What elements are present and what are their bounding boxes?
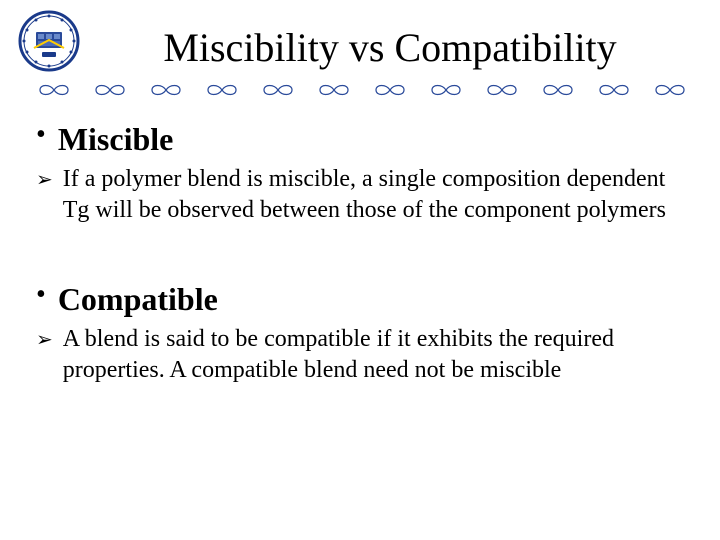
sub-point-text: A blend is said to be compatible if it e… bbox=[63, 324, 690, 385]
sub-point-text: If a polymer blend is miscible, a single… bbox=[63, 164, 690, 225]
bullet-marker: • bbox=[36, 281, 46, 309]
section-heading: Miscible bbox=[58, 121, 174, 158]
sub-point-row: ➢ If a polymer blend is miscible, a sing… bbox=[36, 164, 690, 225]
slide-title: Miscibility vs Compatibility bbox=[90, 24, 690, 71]
chevron-icon: ➢ bbox=[36, 327, 53, 352]
section-heading-row: • Miscible bbox=[30, 121, 690, 158]
sub-point-row: ➢ A blend is said to be compatible if it… bbox=[36, 324, 690, 385]
section-heading-row: • Compatible bbox=[30, 281, 690, 318]
bullet-marker: • bbox=[36, 121, 46, 149]
section-heading: Compatible bbox=[58, 281, 218, 318]
decorative-divider bbox=[30, 79, 690, 101]
institution-logo bbox=[18, 10, 80, 72]
chevron-icon: ➢ bbox=[36, 167, 53, 192]
slide-container: Miscibility vs Compatibility bbox=[0, 0, 720, 540]
